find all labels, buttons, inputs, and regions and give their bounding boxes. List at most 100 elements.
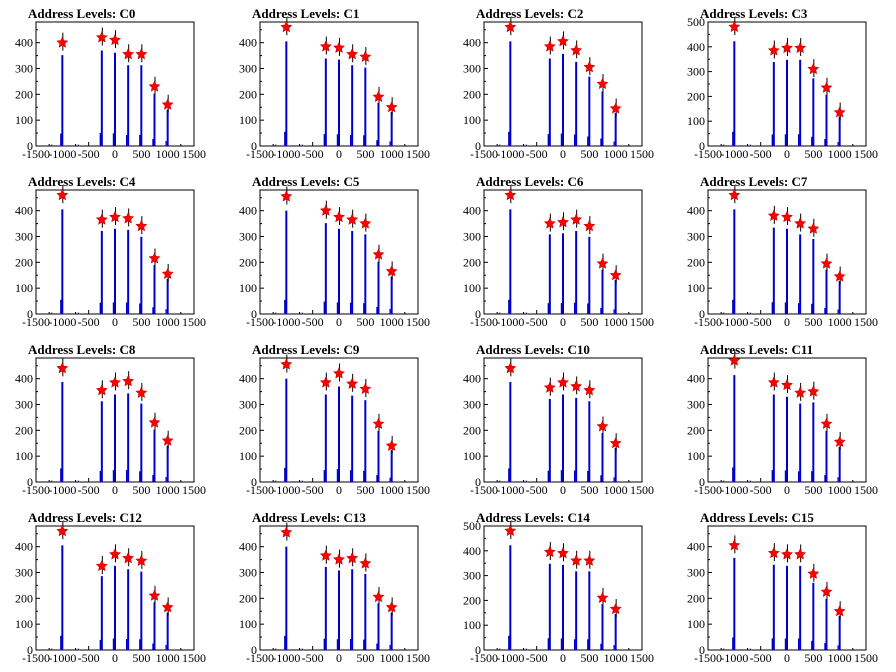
peak-marker bbox=[794, 548, 807, 560]
peak-marker bbox=[781, 210, 793, 223]
panel-title: Address Levels: C12 bbox=[28, 510, 142, 525]
x-tick-label: 1500 bbox=[182, 483, 206, 497]
peak-marker bbox=[95, 559, 108, 572]
x-tick-label: -1000 bbox=[48, 483, 76, 497]
panel-title: Address Levels: C4 bbox=[28, 174, 136, 189]
x-tick-label: 1500 bbox=[854, 147, 878, 161]
peak-marker bbox=[346, 377, 359, 389]
x-tick-label: -500 bbox=[302, 147, 324, 161]
peak-marker bbox=[122, 375, 135, 387]
histogram-panel: Address Levels: C4 0 100 200 300 400 -1500-100… bbox=[15, 174, 206, 329]
peak-marker bbox=[109, 210, 121, 223]
x-tick-label: 1500 bbox=[630, 147, 654, 161]
peak-marker bbox=[596, 257, 609, 269]
y-tick-label: 200 bbox=[687, 591, 705, 605]
y-tick-label: 100 bbox=[239, 113, 257, 127]
peak-marker bbox=[820, 417, 833, 429]
peak-marker bbox=[346, 213, 359, 225]
y-tick-label: 0 bbox=[699, 475, 705, 489]
x-tick-label: -500 bbox=[302, 651, 324, 665]
y-tick-label: 100 bbox=[463, 281, 481, 295]
x-tick-label: -1500 bbox=[22, 315, 50, 329]
histogram-panel: Address Levels: C0 0 100 200 300 400 -1500-100… bbox=[15, 6, 206, 161]
peak-marker bbox=[557, 35, 569, 47]
peak-marker bbox=[319, 376, 332, 388]
y-tick-label: 400 bbox=[463, 36, 481, 50]
x-tick-label: -1500 bbox=[246, 651, 274, 665]
peak-marker bbox=[767, 546, 780, 559]
peak-marker bbox=[359, 217, 372, 229]
x-tick-label: -1500 bbox=[246, 147, 274, 161]
peak-marker bbox=[609, 269, 622, 281]
panel-title: Address Levels: C6 bbox=[476, 174, 584, 189]
x-tick-label: 1500 bbox=[854, 483, 878, 497]
y-tick-label: 100 bbox=[15, 281, 33, 295]
x-tick-label: -500 bbox=[750, 147, 772, 161]
peak-marker bbox=[596, 420, 609, 432]
x-tick-label: -1000 bbox=[272, 483, 300, 497]
peak-marker bbox=[543, 381, 556, 393]
x-tick-label: 1000 bbox=[156, 651, 180, 665]
x-tick-label: -500 bbox=[302, 315, 324, 329]
peak-marker bbox=[333, 41, 345, 53]
peak-marker bbox=[95, 31, 108, 43]
x-tick-label: 0 bbox=[560, 651, 566, 665]
y-tick-label: 0 bbox=[251, 643, 257, 657]
peak-marker bbox=[543, 545, 556, 558]
peak-marker bbox=[728, 539, 741, 551]
peak-marker bbox=[122, 48, 135, 60]
peak-marker bbox=[385, 101, 398, 113]
x-tick-label: 500 bbox=[804, 651, 822, 665]
peak-marker bbox=[333, 553, 345, 565]
x-tick-label: 0 bbox=[336, 147, 342, 161]
x-tick-label: 1500 bbox=[406, 651, 430, 665]
y-tick-label: 0 bbox=[475, 307, 481, 321]
peak-marker bbox=[280, 20, 293, 33]
y-tick-label: 100 bbox=[239, 281, 257, 295]
histogram-panel: Address Levels: C14 0 100 200 300 400 500 -1500… bbox=[463, 510, 654, 665]
x-tick-label: -1000 bbox=[48, 651, 76, 665]
x-tick-label: 0 bbox=[112, 147, 118, 161]
peak-marker bbox=[122, 212, 135, 224]
peak-marker bbox=[543, 40, 556, 52]
peak-marker bbox=[135, 48, 148, 60]
x-tick-label: -500 bbox=[750, 651, 772, 665]
panel-title: Address Levels: C15 bbox=[700, 510, 814, 525]
peak-marker bbox=[148, 589, 161, 601]
x-tick-label: 500 bbox=[356, 315, 374, 329]
peak-marker bbox=[109, 33, 121, 46]
peak-marker bbox=[161, 601, 174, 613]
y-tick-label: 0 bbox=[251, 139, 257, 153]
peak-marker bbox=[767, 376, 780, 388]
y-tick-label: 0 bbox=[475, 475, 481, 489]
y-tick-label: 200 bbox=[687, 89, 705, 103]
x-tick-label: -500 bbox=[526, 147, 548, 161]
peak-marker bbox=[504, 524, 517, 537]
x-tick-label: 500 bbox=[804, 315, 822, 329]
panel-title: Address Levels: C2 bbox=[476, 6, 583, 21]
y-tick-label: 300 bbox=[463, 398, 481, 412]
x-tick-label: -1000 bbox=[272, 315, 300, 329]
peak-marker bbox=[372, 417, 385, 429]
y-tick-label: 400 bbox=[687, 372, 705, 386]
y-tick-label: 100 bbox=[687, 114, 705, 128]
peak-marker bbox=[833, 106, 846, 118]
x-tick-label: -1000 bbox=[496, 651, 524, 665]
panel-title: Address Levels: C9 bbox=[252, 342, 360, 357]
x-tick-label: 1000 bbox=[380, 315, 404, 329]
y-tick-label: 0 bbox=[699, 643, 705, 657]
y-tick-label: 300 bbox=[687, 230, 705, 244]
peak-marker bbox=[359, 382, 372, 395]
peak-marker bbox=[359, 50, 372, 62]
x-tick-label: -1500 bbox=[22, 147, 50, 161]
x-tick-label: -500 bbox=[78, 483, 100, 497]
x-tick-label: -1500 bbox=[246, 315, 274, 329]
y-tick-label: 300 bbox=[463, 62, 481, 76]
peak-marker bbox=[109, 548, 121, 560]
y-tick-label: 400 bbox=[15, 540, 33, 554]
peak-marker bbox=[319, 204, 332, 216]
x-tick-label: -1500 bbox=[246, 483, 274, 497]
x-tick-label: 1500 bbox=[630, 483, 654, 497]
y-tick-label: 400 bbox=[239, 372, 257, 386]
x-tick-label: 1000 bbox=[156, 315, 180, 329]
